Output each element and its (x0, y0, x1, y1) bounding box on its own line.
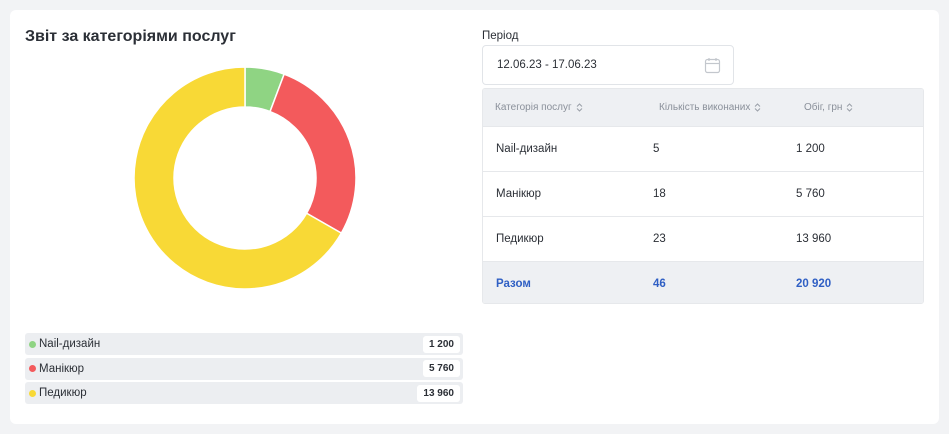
page-title: Звіт за категоріями послуг (25, 28, 236, 45)
total-label: Разом (496, 278, 531, 290)
table-total-row: Разом 46 20 920 (483, 261, 923, 303)
column-header-label: Кількість виконаних (659, 102, 751, 113)
legend-item-manicure: Манікюр 5 760 (25, 357, 463, 380)
total-count: 46 (653, 278, 666, 290)
table-cell-turnover: 1 200 (796, 143, 825, 155)
column-header-label: Категорія послуг (495, 102, 572, 113)
table-cell-count: 5 (653, 143, 660, 155)
table-cell-count: 23 (653, 233, 666, 245)
donut-slice-1[interactable] (269, 73, 357, 235)
legend-item-label: Nail-дизайн (39, 338, 101, 350)
legend-dot-icon (29, 389, 36, 397)
report-card: Звіт за категоріями послуг Nail-дизайн 1… (10, 10, 939, 424)
column-header-count[interactable]: Кількість виконаних (645, 102, 788, 113)
sort-icon (576, 103, 582, 112)
legend-item-pedicure: Педикюр 13 960 (25, 382, 463, 404)
period-date-range-value: 12.06.23 - 17.06.23 (497, 59, 597, 71)
legend-dot-icon (29, 365, 36, 372)
column-header-category[interactable]: Категорія послуг (483, 102, 645, 113)
table-cell-turnover: 13 960 (796, 233, 832, 245)
column-header-turnover[interactable]: Обіг, грн (788, 102, 923, 113)
legend-item-value: 1 200 (422, 335, 460, 353)
table-row: Педикюр 23 13 960 (483, 216, 923, 261)
total-turnover: 20 920 (796, 278, 832, 290)
table-cell-category: Nail-дизайн (496, 143, 558, 155)
table-cell-turnover: 5 760 (796, 188, 825, 200)
table-header: Категорія послуг Кількість виконаних Обі… (483, 89, 923, 126)
sort-icon (755, 103, 761, 112)
legend-item-value: 5 760 (422, 360, 460, 377)
chart-legend: Nail-дизайн 1 200 Манікюр 5 760 Педикюр … (25, 333, 463, 407)
period-label: Період (482, 30, 519, 42)
column-header-label: Обіг, грн (804, 102, 843, 113)
legend-dot-icon (29, 340, 36, 348)
period-date-range-input[interactable]: 12.06.23 - 17.06.23 (482, 45, 734, 85)
table-row: Nail-дизайн 5 1 200 (483, 126, 923, 171)
sort-icon (847, 103, 853, 112)
donut-slice-2[interactable] (133, 66, 343, 290)
calendar-icon[interactable] (704, 57, 721, 74)
table-cell-category: Манікюр (496, 188, 542, 200)
legend-item-nail-design: Nail-дизайн 1 200 (25, 333, 463, 355)
table-cell-category: Педикюр (496, 233, 544, 245)
table-row: Манікюр 18 5 760 (483, 171, 923, 216)
legend-item-label: Манікюр (39, 362, 85, 375)
donut-chart (133, 66, 357, 290)
legend-item-label: Педикюр (39, 387, 87, 399)
legend-item-value: 13 960 (417, 384, 460, 402)
table-cell-count: 18 (653, 188, 666, 200)
category-table: Категорія послуг Кількість виконаних Обі… (482, 88, 924, 304)
